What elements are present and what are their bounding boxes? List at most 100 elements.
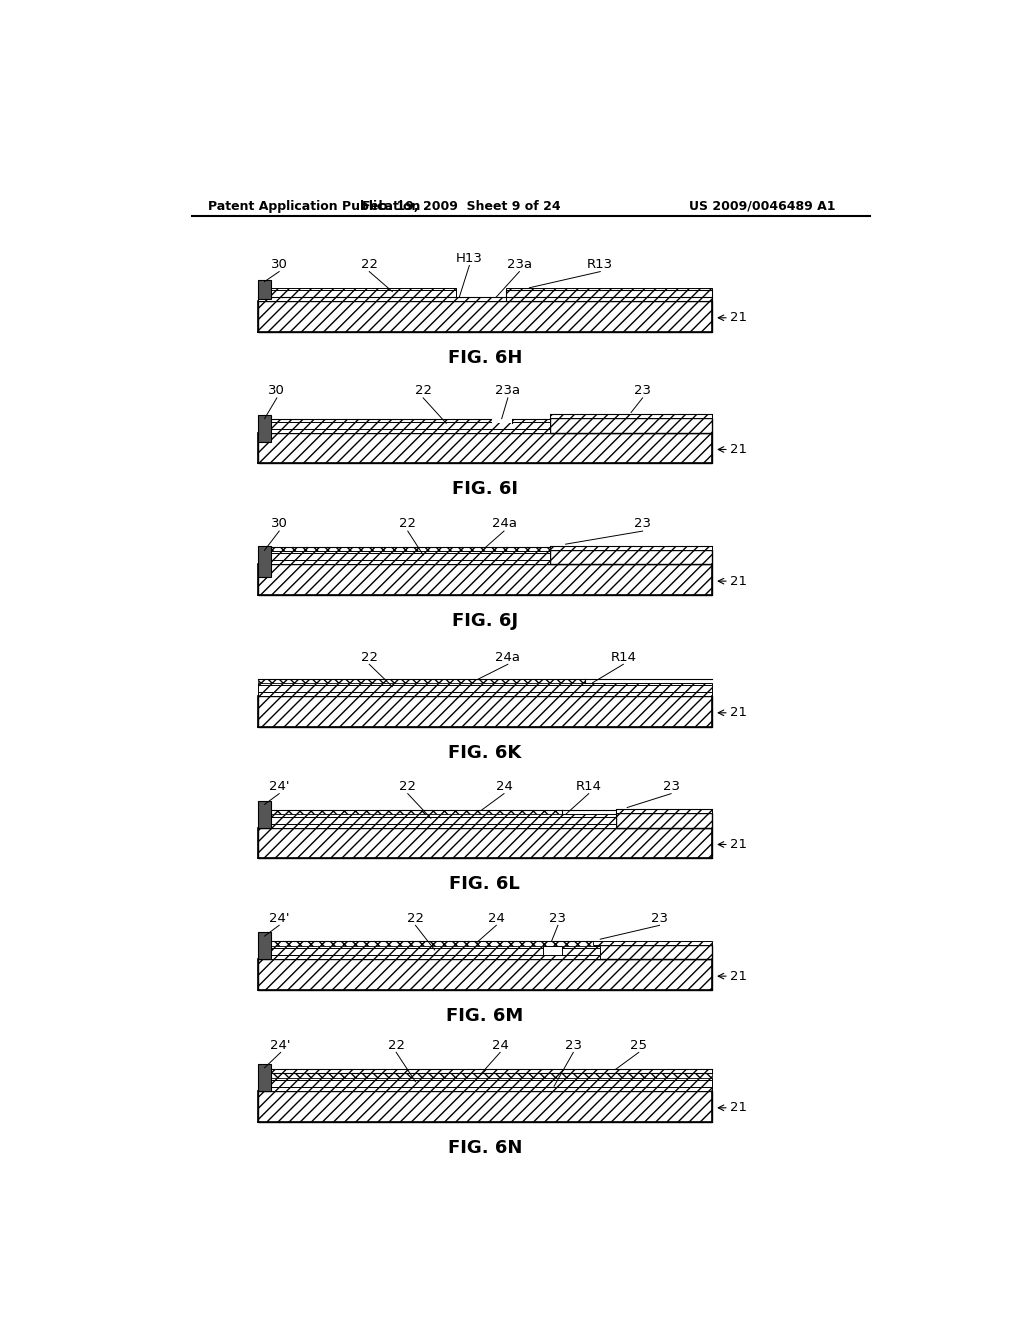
Bar — [258, 685, 712, 692]
Text: H13: H13 — [456, 252, 482, 264]
Bar — [258, 422, 550, 429]
Bar — [258, 678, 585, 682]
Bar — [271, 552, 550, 553]
Bar — [506, 288, 712, 290]
Bar — [258, 546, 271, 577]
Bar — [258, 696, 712, 726]
Text: 22: 22 — [407, 912, 424, 924]
Bar — [258, 553, 550, 560]
Bar — [271, 941, 593, 946]
Bar — [550, 414, 712, 418]
Text: Patent Application Publication: Patent Application Publication — [208, 199, 420, 213]
Bar — [258, 1064, 271, 1090]
Text: FIG. 6I: FIG. 6I — [452, 480, 518, 498]
Text: 22: 22 — [360, 257, 378, 271]
Text: 22: 22 — [360, 651, 378, 664]
Text: FIG. 6J: FIG. 6J — [452, 612, 518, 630]
Bar — [258, 414, 271, 442]
Bar — [271, 810, 562, 814]
Bar — [550, 418, 712, 433]
Bar — [271, 1069, 712, 1073]
Text: 21: 21 — [730, 312, 748, 325]
Bar — [258, 692, 712, 696]
Text: 24a: 24a — [496, 651, 520, 664]
Bar — [258, 1088, 712, 1090]
Bar — [258, 429, 550, 433]
Text: 25: 25 — [630, 1039, 647, 1052]
Text: FIG. 6H: FIG. 6H — [447, 348, 522, 367]
Bar — [258, 932, 271, 960]
Bar — [258, 960, 712, 990]
Text: R14: R14 — [610, 651, 636, 664]
Text: 24a: 24a — [492, 517, 516, 531]
Bar — [271, 1073, 712, 1077]
Text: 22: 22 — [399, 780, 417, 793]
Text: 24: 24 — [492, 1039, 509, 1052]
Bar — [258, 280, 271, 300]
Bar — [258, 297, 712, 301]
Text: 23a: 23a — [496, 384, 520, 397]
Text: 21: 21 — [730, 1101, 748, 1114]
Bar — [258, 433, 712, 463]
Bar — [258, 564, 712, 595]
Bar — [506, 290, 712, 297]
Text: 24': 24' — [269, 780, 290, 793]
Text: FIG. 6N: FIG. 6N — [447, 1139, 522, 1156]
Text: 23a: 23a — [507, 257, 532, 271]
Bar — [543, 946, 562, 956]
Text: 30: 30 — [268, 384, 286, 397]
Text: 22: 22 — [399, 517, 417, 531]
Text: 23: 23 — [663, 780, 680, 793]
Bar — [258, 824, 615, 828]
Bar — [550, 549, 712, 564]
Text: R13: R13 — [587, 257, 613, 271]
Bar — [550, 545, 712, 549]
Bar — [258, 1080, 712, 1088]
Bar — [258, 682, 712, 685]
Text: FIG. 6M: FIG. 6M — [446, 1007, 523, 1024]
Bar — [258, 560, 550, 564]
Bar — [271, 946, 600, 948]
Bar — [258, 956, 600, 960]
Text: US 2009/0046489 A1: US 2009/0046489 A1 — [689, 199, 836, 213]
Bar — [593, 945, 712, 960]
Text: 24': 24' — [270, 1039, 291, 1052]
Bar — [593, 941, 712, 945]
Text: 23: 23 — [550, 912, 566, 924]
Text: 24: 24 — [487, 912, 505, 924]
Bar — [258, 301, 712, 331]
Text: 21: 21 — [730, 706, 748, 719]
Bar — [506, 290, 712, 301]
Bar — [493, 420, 512, 424]
Text: Feb. 19, 2009  Sheet 9 of 24: Feb. 19, 2009 Sheet 9 of 24 — [362, 199, 561, 213]
Text: 23: 23 — [634, 384, 651, 397]
Text: 21: 21 — [730, 574, 748, 587]
Bar — [258, 948, 600, 956]
Text: FIG. 6L: FIG. 6L — [450, 875, 520, 894]
Text: 22: 22 — [388, 1039, 404, 1052]
Text: 23: 23 — [565, 1039, 582, 1052]
Bar — [258, 800, 271, 828]
Bar — [271, 1077, 712, 1080]
Text: 30: 30 — [270, 257, 288, 271]
Text: FIG. 6K: FIG. 6K — [449, 743, 521, 762]
Bar — [615, 813, 712, 828]
Bar — [258, 828, 712, 858]
Bar — [258, 1090, 712, 1122]
Text: 24: 24 — [496, 780, 512, 793]
Text: 21: 21 — [730, 970, 748, 982]
Bar — [615, 809, 712, 813]
Text: R14: R14 — [575, 780, 602, 793]
Bar — [271, 420, 550, 422]
Text: 24': 24' — [269, 912, 290, 924]
Text: 21: 21 — [730, 444, 748, 455]
Text: 23: 23 — [634, 517, 651, 531]
Text: 22: 22 — [415, 384, 432, 397]
Bar — [271, 814, 615, 817]
Text: 23: 23 — [651, 912, 668, 924]
Text: 21: 21 — [730, 838, 748, 851]
Bar — [271, 288, 456, 290]
Bar — [271, 548, 550, 552]
Text: 30: 30 — [270, 517, 288, 531]
Bar — [258, 290, 456, 297]
